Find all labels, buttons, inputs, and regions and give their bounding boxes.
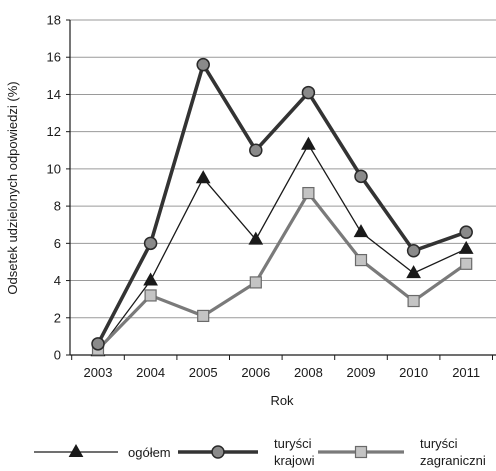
legend-marker-triangle [68, 443, 84, 457]
axes [66, 19, 496, 360]
data-point-triangle [301, 136, 316, 150]
tick-labels: 0 2 4 6 8 10 12 14 16 18 2003 2004 2005 2006 2008 2009 2… [47, 13, 481, 381]
data-point-circle [91, 337, 105, 351]
data-point-square [249, 276, 262, 289]
x-tick-label: 2010 [399, 365, 428, 380]
legend-label: turyści [274, 436, 312, 451]
data-point-triangle [353, 224, 369, 238]
data-point-circle [143, 236, 158, 251]
x-tick-label: 2003 [84, 365, 113, 380]
x-tick-label: 2008 [294, 365, 323, 380]
data-point-square [197, 309, 210, 323]
legend-label: zagraniczni [420, 453, 486, 468]
data-point-circle [406, 244, 421, 258]
y-tick-label: 10 [47, 161, 61, 176]
data-point-circle [249, 143, 263, 158]
gridlines [70, 19, 496, 319]
y-tick-label: 8 [54, 199, 61, 214]
y-tick-label: 2 [54, 310, 61, 325]
data-point-circle [354, 169, 368, 184]
legend: ogółem turyści krajowi turyści zagraniczni [34, 436, 486, 468]
x-tick-label: 2006 [241, 365, 270, 380]
data-point-triangle [195, 170, 211, 184]
x-tick-label: 2004 [136, 365, 165, 380]
series-markers [90, 57, 474, 357]
data-point-square [144, 289, 157, 302]
y-tick-label: 6 [54, 236, 61, 251]
y-tick-label: 4 [54, 273, 61, 288]
data-point-circle [196, 57, 210, 72]
x-axis-title: Rok [270, 393, 294, 408]
series-lines [96, 60, 468, 352]
data-point-triangle [406, 265, 421, 279]
legend-marker-circle [211, 445, 225, 459]
y-tick-label: 12 [47, 124, 61, 139]
series-line-circle [96, 60, 467, 345]
y-axis-title: Odsetek udzielonych odpowiedzi (%) [5, 81, 20, 294]
data-point-triangle [143, 272, 158, 286]
data-point-triangle [248, 231, 264, 245]
data-point-square [354, 253, 368, 267]
y-tick-label: 0 [54, 348, 61, 363]
data-point-circle [301, 85, 316, 100]
data-point-square [302, 186, 315, 200]
y-tick-label: 16 [47, 50, 61, 65]
data-point-square [407, 294, 420, 308]
x-tick-label: 2005 [189, 365, 218, 380]
data-point-circle [459, 225, 473, 239]
x-tick-label: 2011 [452, 365, 480, 380]
series-line-triangle [97, 143, 467, 352]
legend-label: ogółem [128, 445, 171, 460]
x-tick-label: 2009 [347, 365, 376, 380]
legend-label: turyści [420, 436, 458, 451]
data-point-square [460, 257, 473, 270]
y-tick-label: 14 [47, 87, 61, 102]
series-line-square [96, 190, 468, 351]
legend-label: krajowi [274, 453, 315, 468]
legend-marker-square [354, 445, 368, 459]
y-tick-label: 18 [47, 13, 61, 28]
data-point-triangle [458, 240, 474, 254]
